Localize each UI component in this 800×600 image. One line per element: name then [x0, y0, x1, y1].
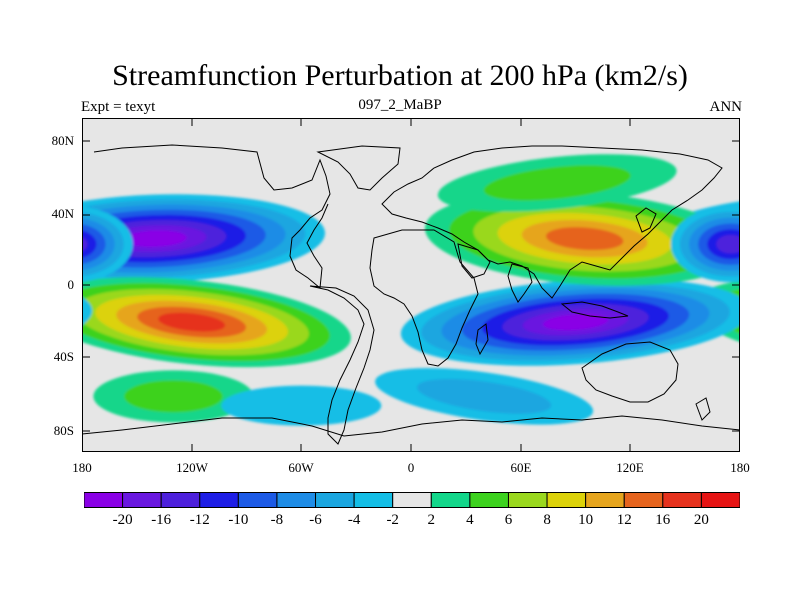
colorbar-tick-label: -8: [270, 512, 284, 528]
coastline-greenland: [316, 145, 401, 191]
colorbar: [84, 492, 740, 508]
contour-band: [158, 312, 226, 332]
colorbar-box: [662, 492, 702, 508]
colorbar-box: [392, 492, 432, 508]
case-label: 097_2_MaBP: [358, 97, 442, 113]
x-tick-label: 180: [730, 460, 750, 475]
coastline-india: [507, 263, 533, 303]
colorbar-box: [585, 492, 625, 508]
x-tick-label: 120E: [616, 460, 644, 475]
x-tick-label: 180: [72, 460, 92, 475]
x-tick-label: 60W: [288, 460, 314, 475]
coastline-japan: [635, 207, 657, 233]
contour-band: [417, 378, 552, 414]
colorbar-box: [276, 492, 317, 508]
coastline-australia: [581, 341, 679, 403]
y-tick-label: 40S: [53, 349, 74, 364]
axis-ticks: [82, 118, 740, 452]
chart-title: Streamfunction Perturbation at 200 hPa (…: [112, 59, 688, 92]
colorbar-box: [353, 492, 394, 508]
coastline-arabia: [457, 243, 491, 279]
x-tick-label: 120W: [176, 460, 208, 475]
contour-band: [543, 313, 608, 331]
colorbar-box: [122, 492, 162, 508]
y-tick-label: 40N: [51, 206, 74, 221]
colorbar-tick-label: 8: [543, 512, 551, 528]
colorbar-tick-label: -10: [228, 512, 249, 528]
contour-band: [82, 237, 88, 252]
coastline-africa: [369, 229, 479, 367]
colorbar-box: [160, 492, 201, 508]
coastline-antarctica: [82, 415, 740, 437]
colorbar-tick-label: 6: [504, 512, 513, 528]
colorbar-tick-label: -4: [347, 512, 361, 528]
coastline-south-america: [309, 285, 375, 445]
y-tick-label: 80N: [51, 133, 74, 148]
colorbar-tick-label: 10: [578, 512, 594, 528]
experiment-label: Expt = texyt: [81, 99, 156, 115]
coastline-new-zealand: [695, 397, 711, 421]
colorbar-tick-label: -12: [189, 512, 210, 528]
colorbar-box: [430, 492, 471, 508]
contour-band: [221, 385, 382, 426]
colorbar-box: [469, 492, 509, 508]
map-plot-area: [82, 118, 740, 452]
contour-band: [483, 165, 631, 201]
colorbar-tick-label: 16: [655, 512, 671, 528]
x-tick-label: 60E: [510, 460, 532, 475]
colorbar-tick-label: -16: [151, 512, 172, 528]
colorbar-tick-label: 20: [693, 512, 709, 528]
colorbar-box: [199, 492, 239, 508]
y-tick-label: 0: [67, 277, 75, 292]
colorbar-box: [315, 492, 355, 508]
contour-band: [123, 230, 187, 247]
x-tick-label: 0: [407, 460, 415, 475]
colorbar-box: [546, 492, 587, 508]
colorbar-box: [237, 492, 278, 508]
season-label: ANN: [709, 99, 743, 115]
colorbar-tick-label: 4: [466, 512, 474, 528]
colorbar-box: [507, 492, 548, 508]
contour-band: [545, 227, 624, 251]
colorbar-box: [700, 492, 740, 508]
colorbar-tick-label: -2: [386, 512, 399, 528]
y-tick-label: 80S: [53, 423, 74, 438]
colorbar-box: [623, 492, 664, 508]
colorbar-tick-label: -6: [309, 512, 322, 528]
coastline-madagascar: [475, 323, 489, 356]
coastline-overlay: [82, 144, 740, 445]
colorbar-tick-label: -20: [112, 512, 133, 528]
contour-fields: [82, 154, 740, 426]
colorbar-box: [84, 492, 124, 508]
colorbar-tick-label: 12: [616, 512, 632, 528]
contour-band: [82, 230, 97, 258]
coastline-indonesia: [560, 301, 629, 319]
colorbar-tick-label: 2: [427, 512, 436, 528]
coastline-north-america: [93, 144, 331, 289]
contour-band: [124, 380, 223, 413]
contour-band: [716, 234, 740, 254]
